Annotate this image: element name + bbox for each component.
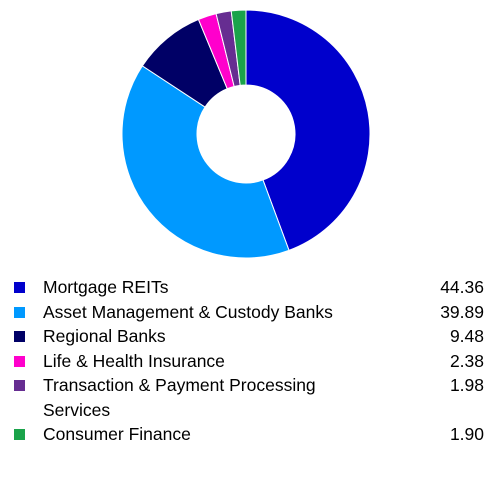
legend-label: Transaction & Payment Processing Service…: [43, 375, 316, 420]
legend-swatch: [14, 331, 25, 342]
legend-label: Asset Management & Custody Banks: [43, 301, 333, 322]
legend-value: 9.48: [449, 326, 484, 346]
legend-swatch: [14, 306, 25, 318]
legend-swatch: [14, 429, 25, 440]
donut-slice-5: [230, 9, 247, 86]
legend-swatch: [14, 282, 25, 293]
legend-swatch: [14, 380, 25, 391]
legend-value: 44.36: [440, 277, 484, 297]
chart-legend: Mortgage REITs 44.36 Asset Management & Cu…: [14, 275, 484, 447]
legend-item: Life & Health Insurance 2.38: [14, 349, 484, 374]
legend-value: 39.89: [440, 301, 484, 322]
legend-label: Consumer Finance: [43, 424, 191, 444]
legend-label: Mortgage REITs: [43, 277, 169, 297]
legend-item: Mortgage REITs 44.36: [14, 275, 484, 300]
legend-item: Transaction & Payment Processing Service…: [14, 373, 484, 422]
donut-slice-0: [245, 9, 371, 251]
legend-value: 2.38: [449, 350, 484, 371]
legend-label: Life & Health Insurance: [43, 350, 225, 371]
legend-swatch: [14, 355, 25, 367]
legend-item: Consumer Finance 1.90: [14, 422, 484, 447]
legend-item: Regional Banks 9.48: [14, 324, 484, 349]
legend-label: Regional Banks: [43, 326, 166, 346]
donut-chart: [121, 9, 371, 259]
legend-value: 1.90: [449, 424, 484, 444]
legend-item: Asset Management & Custody Banks 39.89: [14, 300, 484, 325]
legend-value: 1.98: [449, 375, 484, 395]
donut-slice-1: [121, 65, 290, 259]
